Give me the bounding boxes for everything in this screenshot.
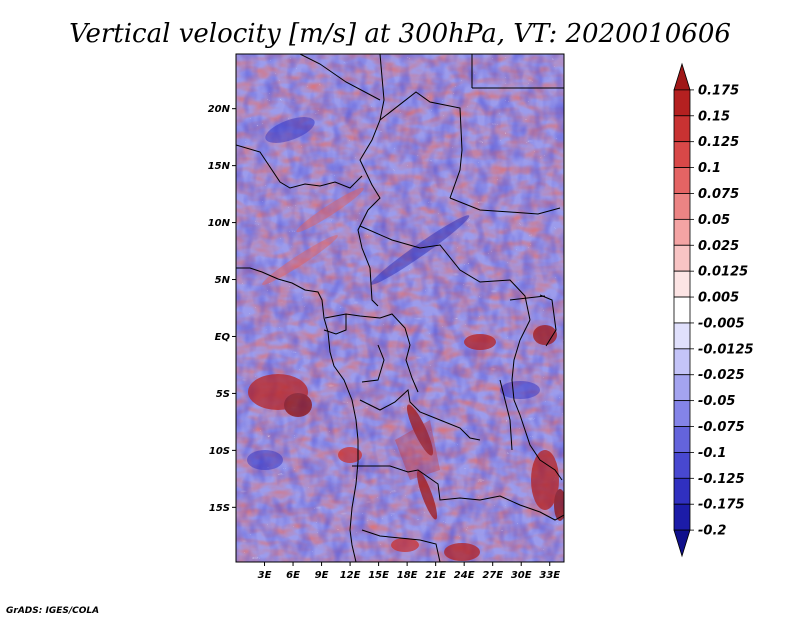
colorbar-swatch (673, 374, 691, 402)
colorbar-swatch (673, 477, 691, 505)
country-borders (236, 54, 564, 562)
colorbar-label: 0.075 (698, 187, 739, 202)
lon-tick-label: 3E (258, 570, 272, 581)
colorbar-label: -0.1 (698, 446, 726, 461)
colorbar-swatch (673, 218, 691, 246)
colorbar-swatch (673, 141, 691, 168)
lon-tick-label: 21E (425, 570, 446, 581)
lon-tick-label: 27E (482, 570, 503, 581)
lon-tick-label: 12E (340, 570, 361, 581)
colorbar-swatch (673, 167, 691, 194)
colorbar-swatch (673, 322, 691, 350)
lon-tick-label: 15E (368, 570, 389, 581)
colorbar-label: -0.005 (698, 316, 745, 331)
lat-tick-label: 15S (209, 503, 230, 514)
colorbar-swatch (673, 503, 691, 531)
colorbar-swatch (673, 244, 691, 272)
lon-tick-label: 24E (454, 570, 475, 581)
colorbar-label: -0.025 (698, 368, 745, 383)
colorbar-label: 0.005 (698, 291, 739, 306)
chart-title: Vertical velocity [m/s] at 300hPa, VT: 2… (69, 19, 731, 49)
lat-tick-label: 10S (209, 446, 230, 457)
colorbar-label: -0.125 (698, 472, 745, 487)
lon-tick-label: 6E (286, 570, 300, 581)
colorbar-swatch (673, 89, 691, 117)
colorbar-label: 0.0125 (698, 265, 748, 280)
colorbar-label: -0.0125 (698, 342, 754, 357)
colorbar-label: -0.075 (698, 420, 745, 435)
colorbar-label: 0.025 (698, 239, 739, 254)
lon-tick-label: 33E (539, 570, 560, 581)
lat-tick-label: EQ (215, 332, 231, 343)
colorbar-label: 0.125 (698, 135, 739, 150)
lat-tick-label: 10N (208, 218, 231, 229)
colorbar-swatch (673, 62, 691, 91)
colorbar-swatch (673, 529, 691, 558)
lat-tick-label: 5S (216, 389, 230, 400)
colorbar-label: 0.15 (698, 109, 730, 124)
colorbar-swatch (673, 452, 691, 479)
colorbar-swatch (673, 270, 691, 298)
colorbar-swatch (673, 348, 691, 376)
lon-tick-label: 9E (315, 570, 329, 581)
colorbar-label: 0.1 (698, 161, 721, 176)
colorbar-label: 0.05 (698, 213, 730, 228)
longitude-axis: 3E 6E 9E 12E 15E 18E 21E 24E 27E 30E 33E (258, 562, 560, 581)
lon-tick-label: 30E (511, 570, 532, 581)
colorbar-swatch (673, 193, 691, 220)
velocity-field (236, 54, 564, 562)
colorbar-label: -0.2 (698, 524, 726, 539)
colorbar-swatch (673, 400, 691, 427)
lat-tick-label: 15N (208, 161, 231, 172)
colorbar-label: -0.05 (698, 394, 735, 409)
lat-tick-label: 5N (215, 275, 231, 286)
latitude-axis: 20N 15N 10N 5N EQ 5S 10S 15S (208, 104, 236, 514)
colorbar-label: 0.175 (698, 83, 739, 98)
credit-text: GrADS: IGES/COLA (6, 606, 99, 616)
colorbar-swatch (673, 426, 691, 453)
colorbar-swatch (673, 115, 691, 143)
lon-tick-label: 18E (397, 570, 418, 581)
colorbar-swatch (673, 296, 691, 324)
lat-tick-label: 20N (208, 104, 231, 115)
colorbar-label: -0.175 (698, 498, 745, 513)
colorbar: 0.175 0.15 0.125 0.1 0.075 0.05 0.025 0.0125 0.0… (673, 62, 754, 558)
plot-frame (235, 53, 565, 563)
